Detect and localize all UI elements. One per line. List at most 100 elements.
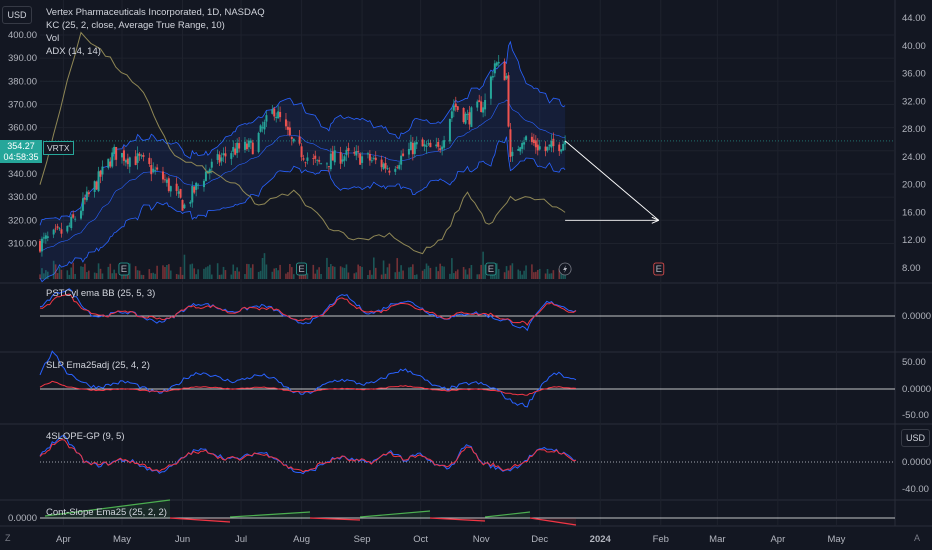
candle-body bbox=[482, 107, 485, 113]
price-tick-label: 320.00 bbox=[8, 215, 37, 226]
candle-body bbox=[357, 151, 360, 152]
volume-bar bbox=[468, 268, 471, 279]
volume-bar bbox=[398, 271, 400, 279]
pane5-red-segment bbox=[429, 517, 486, 522]
volume-bar bbox=[429, 267, 432, 279]
adx-line bbox=[39, 31, 566, 255]
volume-bar bbox=[355, 272, 358, 279]
volume-bar bbox=[374, 267, 377, 279]
candle-body bbox=[450, 111, 453, 119]
candle-body bbox=[150, 165, 153, 175]
indicator-vol[interactable]: Vol bbox=[46, 33, 60, 44]
candle-body bbox=[409, 141, 412, 151]
kc-middle-line bbox=[39, 99, 566, 252]
candle-body bbox=[193, 186, 196, 193]
price-tick-label: 390.00 bbox=[8, 53, 37, 64]
candle-body bbox=[72, 214, 75, 218]
earnings-marker bbox=[485, 262, 497, 276]
candle-body bbox=[54, 228, 57, 230]
currency-button[interactable]: USD bbox=[2, 6, 32, 24]
candle-body bbox=[314, 155, 317, 159]
volume-bar bbox=[548, 273, 551, 279]
volume-bar bbox=[544, 273, 547, 279]
volume-bar bbox=[232, 264, 235, 279]
candle-body bbox=[476, 101, 479, 108]
candle-body bbox=[79, 210, 82, 219]
pane2-title[interactable]: PSTCyl ema BB (25, 5, 3) bbox=[46, 288, 156, 299]
adx-tick-label: 28.00 bbox=[902, 124, 926, 135]
candle-body bbox=[70, 216, 73, 229]
pane3-title[interactable]: SLP Ema25adj (25, 4, 2) bbox=[46, 360, 150, 371]
candle-body bbox=[304, 162, 307, 164]
volume-bar bbox=[521, 274, 523, 279]
volume-bar bbox=[95, 273, 98, 279]
chart-title[interactable]: Vertex Pharmaceuticals Incorporated, 1D,… bbox=[46, 7, 265, 18]
volume-bar bbox=[292, 274, 295, 279]
candle-body bbox=[249, 140, 252, 143]
pane5-title[interactable]: Cont-Slope Ema25 (25, 2, 2) bbox=[46, 507, 167, 518]
candle-body bbox=[261, 127, 264, 129]
candle-body bbox=[93, 181, 96, 192]
candle-body bbox=[341, 159, 344, 162]
candle-body bbox=[456, 106, 459, 110]
candle-body bbox=[534, 140, 537, 148]
candle-body bbox=[275, 116, 278, 119]
candle-body bbox=[111, 152, 114, 167]
zoom-corner[interactable]: Z bbox=[5, 533, 11, 543]
volume-bar bbox=[369, 270, 371, 279]
candle-body bbox=[208, 169, 211, 174]
volume-bar bbox=[257, 271, 260, 279]
candle-body bbox=[74, 218, 77, 220]
pane4-currency-button[interactable]: USD bbox=[901, 429, 930, 447]
volume-bar bbox=[66, 270, 69, 279]
pane3-tick-label: 0.0000 bbox=[902, 384, 931, 395]
pane2-tick-label: 0.0000 bbox=[902, 311, 931, 322]
volume-bar bbox=[152, 272, 155, 279]
candle-body bbox=[372, 158, 375, 159]
candle-body bbox=[202, 180, 205, 188]
pane5-fill bbox=[430, 518, 485, 521]
volume-bar bbox=[113, 269, 115, 279]
volume-bar bbox=[251, 264, 254, 279]
volume-bar bbox=[536, 269, 539, 279]
candle-body bbox=[220, 157, 223, 162]
indicator-adx[interactable]: ADX (14, 14) bbox=[46, 46, 101, 57]
candle-body bbox=[374, 157, 377, 161]
candle-body bbox=[167, 178, 170, 191]
candle-body bbox=[384, 162, 387, 169]
candle-body bbox=[206, 170, 209, 173]
candle-body bbox=[224, 153, 227, 157]
volume-bar bbox=[533, 272, 535, 279]
volume-bar bbox=[238, 271, 240, 279]
volume-bar bbox=[339, 266, 342, 279]
volume-bar bbox=[183, 254, 186, 279]
pane5-green-segment bbox=[229, 511, 311, 518]
candle-body bbox=[122, 150, 125, 161]
candle-body bbox=[175, 183, 178, 192]
indicator-kc[interactable]: KC (25, 2, close, Average True Range, 10… bbox=[46, 20, 225, 31]
candle-body bbox=[126, 158, 129, 165]
volume-bar bbox=[326, 257, 328, 279]
time-tick-label: 2024 bbox=[590, 534, 612, 545]
pane4-title[interactable]: 4SLOPE-GP (9, 5) bbox=[46, 431, 125, 442]
volume-bar bbox=[277, 270, 279, 279]
volume-bar bbox=[466, 274, 469, 279]
auto-scale-corner[interactable]: A bbox=[914, 533, 921, 543]
volume-bar bbox=[371, 274, 373, 279]
volume-bar bbox=[168, 264, 170, 279]
volume-bar bbox=[203, 268, 205, 279]
candle-body bbox=[413, 142, 416, 154]
candle-body bbox=[52, 229, 55, 235]
candle-body bbox=[452, 105, 455, 111]
candle-body bbox=[462, 108, 465, 123]
pane5-red-segment bbox=[309, 517, 361, 521]
volume-bar bbox=[408, 267, 410, 279]
candle-body bbox=[39, 241, 41, 252]
candle-body bbox=[230, 153, 233, 159]
candle-body bbox=[44, 235, 47, 239]
candle-body bbox=[318, 160, 321, 162]
volume-bar bbox=[68, 274, 71, 279]
candle-body bbox=[538, 146, 541, 150]
candle-body bbox=[191, 186, 194, 203]
